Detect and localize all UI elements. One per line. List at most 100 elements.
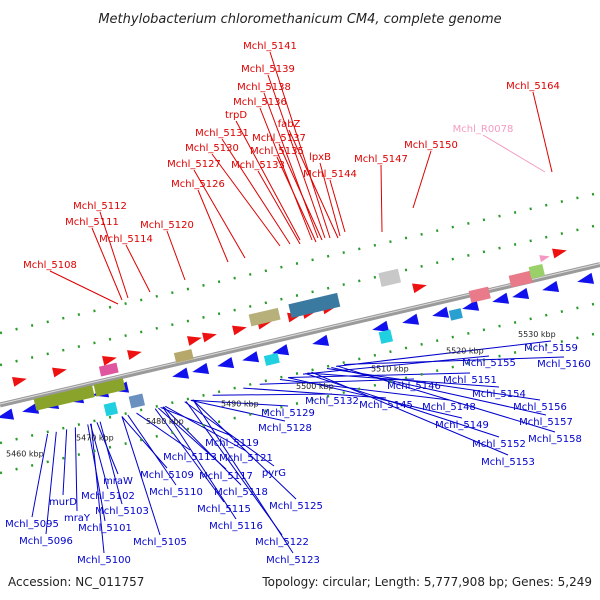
gene-label-mchl_5096: Mchl_5096 xyxy=(19,536,73,547)
leader-line-mchl_5153 xyxy=(311,371,509,456)
leader-line-mchl_5126 xyxy=(197,189,229,263)
leader-line-mchl_5147 xyxy=(380,164,383,233)
leader-line-mchl_5141 xyxy=(269,51,331,239)
forward-gene-7 xyxy=(232,325,247,336)
forward-gene-4 xyxy=(127,350,142,360)
scale-tick-label-1: 5460 kbp xyxy=(6,450,44,459)
leader-line-mchl_5109 xyxy=(121,416,168,469)
gene-label-mchl_5136: Mchl_5136 xyxy=(233,97,287,108)
gene-label-mchl_5139: Mchl_5139 xyxy=(241,64,295,75)
gene-label-mchl_5156: Mchl_5156 xyxy=(513,402,567,413)
gene-label-mchl_5141: Mchl_5141 xyxy=(243,41,297,52)
reverse-gene-10 xyxy=(242,351,260,363)
gene-label-mchl_5109: Mchl_5109 xyxy=(140,470,194,481)
leader-line-mchl_5144 xyxy=(329,179,346,233)
reverse-gene-2 xyxy=(22,402,40,414)
gene-label-mchl_5146: Mchl_5146 xyxy=(387,381,441,392)
leader-line-mchl_5127 xyxy=(193,169,246,259)
leader-line-mchl_5136 xyxy=(259,107,313,241)
gene-label-mchl_5121: Mchl_5121 xyxy=(219,453,273,464)
forward-gene-12 xyxy=(412,283,427,294)
scale-tick-label-3: 5480 kbp xyxy=(146,417,184,426)
reverse-gene-13 xyxy=(372,320,390,332)
leader-line-mchl_5128 xyxy=(190,399,286,422)
leader-line-murd xyxy=(62,429,68,496)
gene-label-mchl_5101: Mchl_5101 xyxy=(78,523,132,534)
leader-line-mchl_5119 xyxy=(160,406,233,437)
gene-label-murd: murD xyxy=(49,497,77,508)
gene-label-mchl_5149: Mchl_5149 xyxy=(435,420,489,431)
leader-line-mchl_5158 xyxy=(337,365,556,433)
gene-label-mchl_5125: Mchl_5125 xyxy=(269,501,323,512)
dotted-track-3 xyxy=(0,301,600,445)
leader-line-mchl_5129 xyxy=(191,399,289,407)
gene-block-8 xyxy=(468,286,491,303)
gene-label-mchl_5115: Mchl_5115 xyxy=(197,504,251,515)
genome-summary-text: Topology: circular; Length: 5,777,908 bp… xyxy=(261,575,592,589)
leader-line-mchl_5111 xyxy=(91,227,123,301)
gene-label-mchl_5128: Mchl_5128 xyxy=(258,423,312,434)
gene-block-7 xyxy=(378,268,402,287)
rna-gene-pink xyxy=(539,255,550,263)
track-lines xyxy=(0,191,600,475)
reverse-gene-14 xyxy=(402,313,420,325)
dotted-track-1 xyxy=(0,191,600,335)
leader-line-mchl_5138 xyxy=(263,92,319,239)
gene-block-2 xyxy=(93,378,126,397)
forward-gene-1 xyxy=(12,377,27,387)
reverse-gene-16 xyxy=(462,299,480,311)
gene-block-9 xyxy=(508,270,533,288)
leader-line-mchl_5115 xyxy=(154,408,225,503)
gene-block-3 xyxy=(98,362,119,377)
reverse-gene-9 xyxy=(217,356,235,369)
dotted-track-4 xyxy=(0,331,600,475)
leader-line-mchl_5137 xyxy=(278,143,323,241)
backbone-line xyxy=(0,262,600,408)
gene-label-mchl_5117: Mchl_5117 xyxy=(199,471,253,482)
gene-label-mchl_5102: Mchl_5102 xyxy=(81,491,135,502)
gene-label-pyrg: pyrG xyxy=(262,468,286,479)
gene-label-mchl_5127: Mchl_5127 xyxy=(167,159,221,170)
gene-label-mchl_5130: Mchl_5130 xyxy=(185,143,239,154)
leader-line-mchl_5145 xyxy=(243,387,387,399)
leader-line-mchl_5120 xyxy=(166,230,186,281)
gene-label-mchl_5150: Mchl_5150 xyxy=(404,140,458,151)
gene-label-mchl_5157: Mchl_5157 xyxy=(519,417,573,428)
forward-gene-2 xyxy=(52,367,67,378)
leader-line-lpxb xyxy=(319,162,341,237)
leader-line-mchl_5135 xyxy=(276,156,317,243)
forward-gene-3 xyxy=(102,355,117,366)
gene-label-mchl_5135: Mchl_5135 xyxy=(250,146,304,157)
gene-label-mchl_5118: Mchl_5118 xyxy=(214,487,268,498)
leader-line-mchl_5151 xyxy=(288,372,471,378)
reverse-gene-15 xyxy=(432,306,450,318)
gene-label-mchl_5132: Mchl_5132 xyxy=(305,396,359,407)
leader-line-mchl_5116 xyxy=(162,406,237,520)
gene-label-mchl_5138: Mchl_5138 xyxy=(237,82,291,93)
forward-gene-6 xyxy=(202,332,217,343)
gene-label-mchl_5114: Mchl_5114 xyxy=(99,234,153,245)
gene-label-mchl_5111: Mchl_5111 xyxy=(65,217,119,228)
scale-tick-label-4: 5490 kbp xyxy=(221,399,259,408)
gene-label-mchl_5116: Mchl_5116 xyxy=(209,521,263,532)
scale-tick-label-7: 5520 kbp xyxy=(446,347,484,356)
leader-line-mchl_5149 xyxy=(287,377,463,419)
leader-line-mchl_5112 xyxy=(99,211,129,299)
gene-label-mchl_5129: Mchl_5129 xyxy=(261,408,315,419)
leader-line-mchl_5164 xyxy=(532,91,553,173)
reverse-gene-18 xyxy=(512,287,530,300)
reverse-gene-12 xyxy=(312,334,330,346)
leader-line-mchl_5110 xyxy=(127,414,177,486)
gene-label-mchl_5148: Mchl_5148 xyxy=(422,402,476,413)
gene-label-mray: mraY xyxy=(64,513,91,524)
scale-tick-label-6: 5510 kbp xyxy=(371,364,409,373)
leader-line-trpd xyxy=(235,120,301,241)
leader-line-mchl_5132 xyxy=(212,393,333,396)
gene-label-mraw: mraW xyxy=(103,476,133,487)
leader-line-mchl_5105 xyxy=(121,416,161,536)
gene-label-mchl_5126: Mchl_5126 xyxy=(171,179,225,190)
leader-line-mchl_5103 xyxy=(99,421,123,505)
gene-label-trpd: trpD xyxy=(225,110,247,121)
leader-line-mchl_5102 xyxy=(89,423,109,490)
